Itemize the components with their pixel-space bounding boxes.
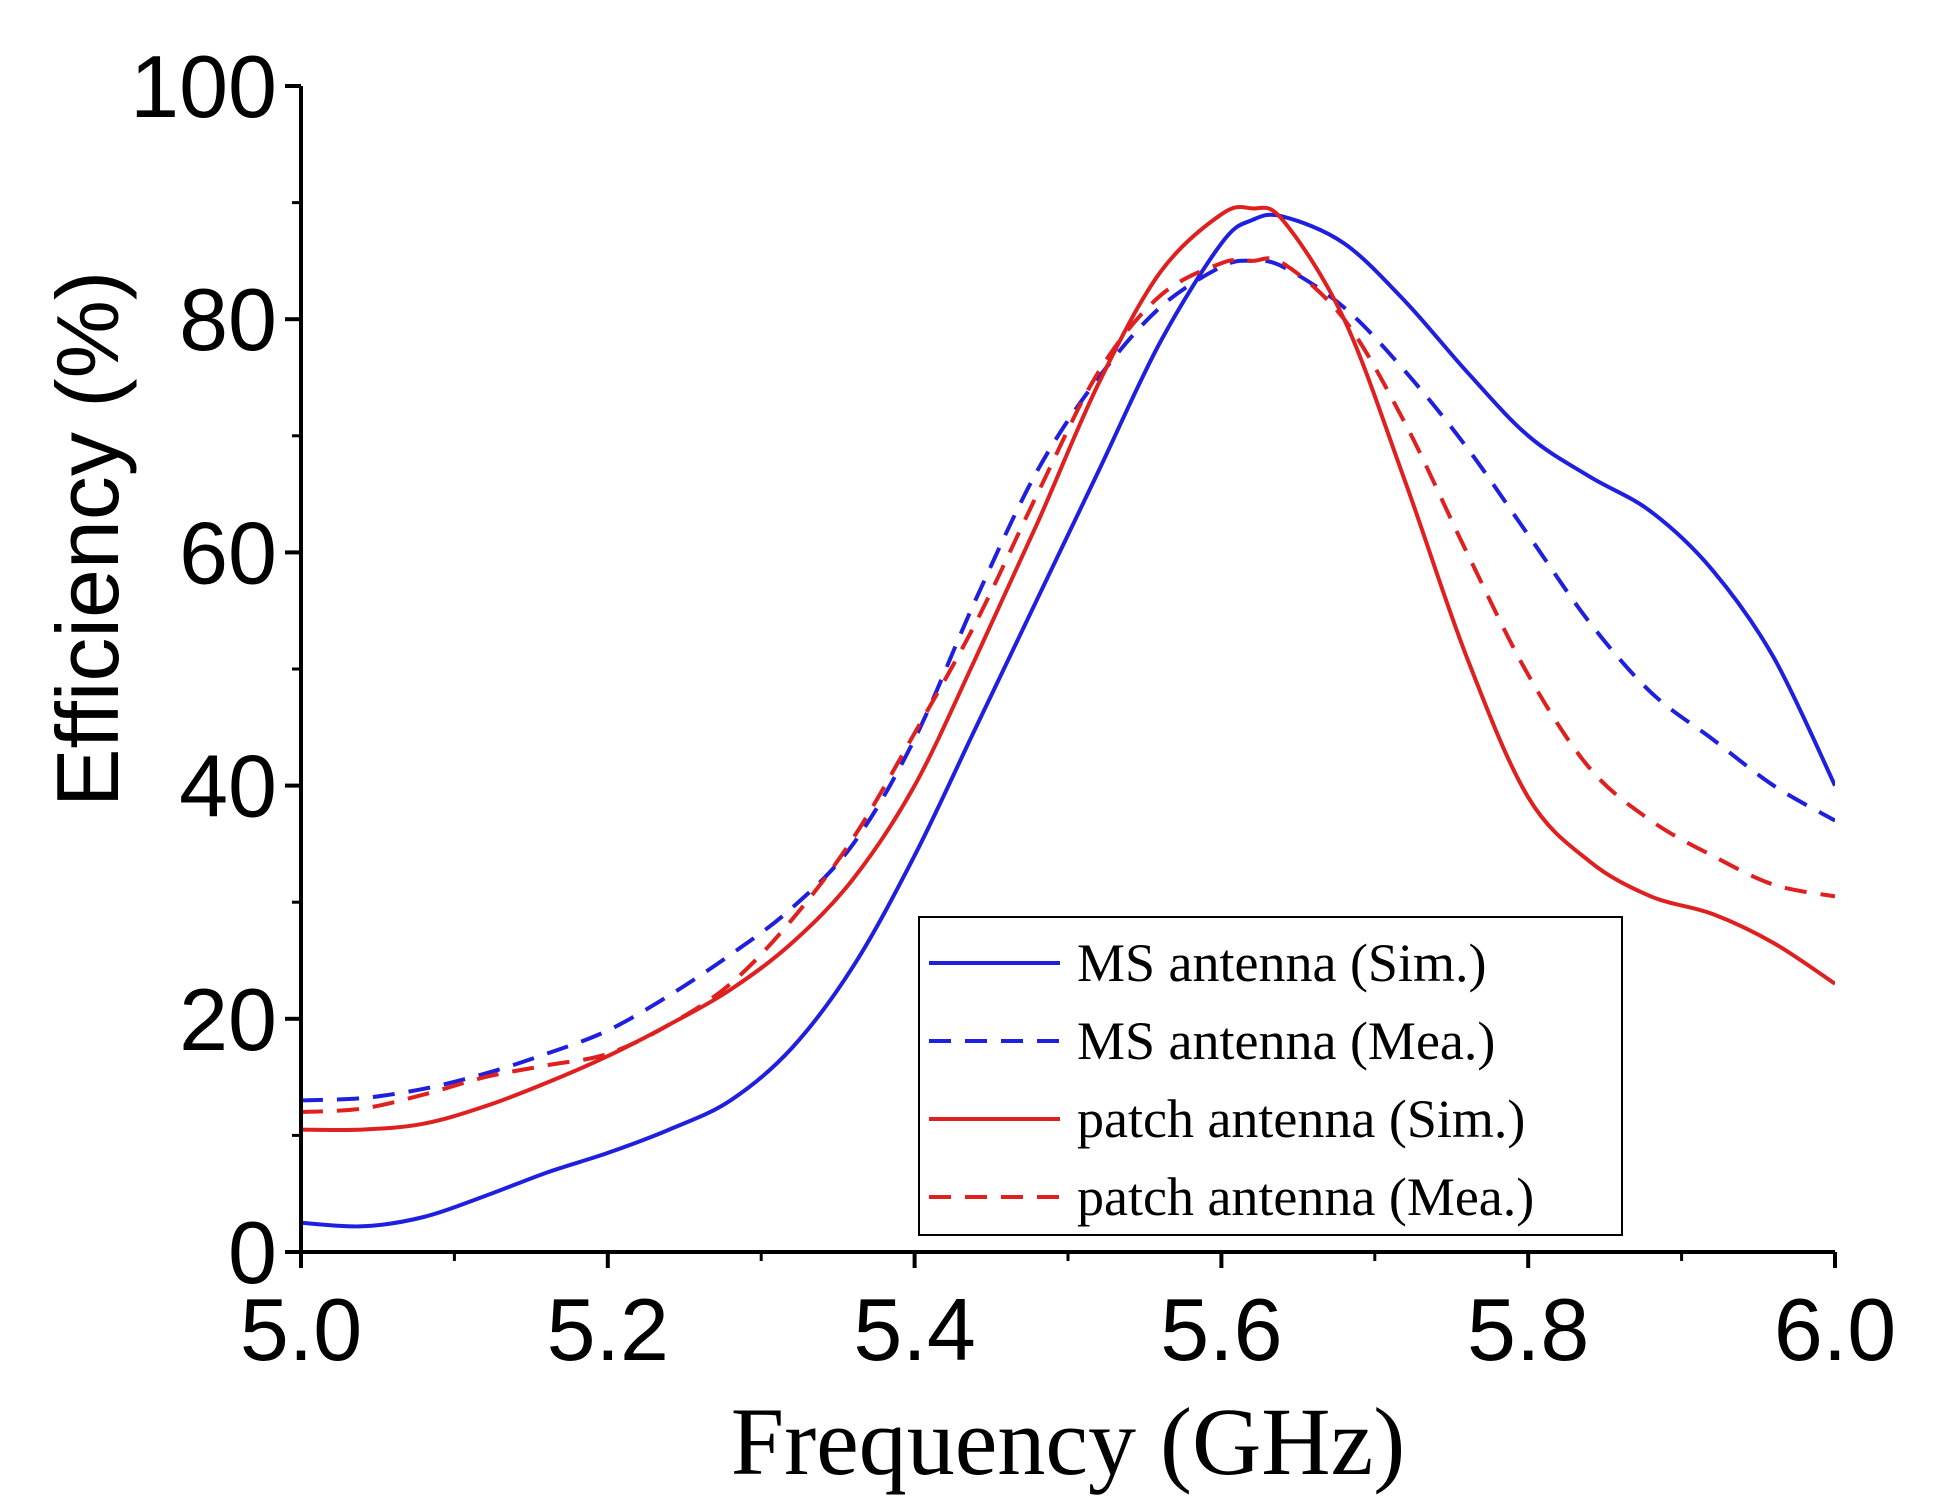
- x-tick-label: 6.0: [1774, 1280, 1896, 1379]
- series-line-1: [301, 212, 1835, 1229]
- x-tick-label: 5.8: [1467, 1280, 1589, 1379]
- x-tick-label: 5.4: [853, 1280, 975, 1379]
- series-line-2: [301, 258, 1835, 1103]
- y-tick-label: 40: [179, 737, 277, 836]
- y-tick-label: 20: [179, 970, 277, 1069]
- legend: MS antenna (Sim.) MS antenna (Mea.) patch …: [918, 916, 1623, 1236]
- y-tick-label: 0: [228, 1203, 277, 1302]
- legend-box: [918, 916, 1623, 1236]
- series-line-4: [301, 256, 1835, 1115]
- legend-label: MS antenna (Mea.): [1077, 1011, 1495, 1071]
- y-tick-label: 100: [130, 37, 277, 136]
- series-line-3: [301, 205, 1835, 1132]
- series-layer: [301, 205, 1835, 1229]
- x-tick-label: 5.0: [240, 1280, 362, 1379]
- legend-label: patch antenna (Mea.): [1077, 1167, 1534, 1227]
- legend-label: patch antenna (Sim.): [1077, 1089, 1525, 1149]
- y-tick-label: 60: [179, 503, 277, 602]
- x-tick-label: 5.2: [547, 1280, 669, 1379]
- x-axis-title: Frequency (GHz): [731, 1388, 1405, 1495]
- y-axis-title: Efficiency (%): [38, 271, 137, 807]
- axes-layer: 5.0 5.2 5.4 5.6 5.8 6.0 0 20 40 60 80 100: [130, 37, 1896, 1379]
- y-tick-label: 80: [179, 270, 277, 369]
- legend-label: MS antenna (Sim.): [1077, 933, 1486, 993]
- x-tick-label: 5.6: [1160, 1280, 1282, 1379]
